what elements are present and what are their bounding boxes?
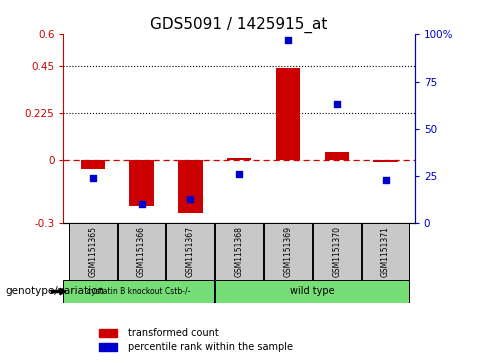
Text: percentile rank within the sample: percentile rank within the sample	[128, 342, 293, 352]
Point	[89, 175, 97, 181]
Point	[138, 201, 145, 207]
Bar	[118, 223, 165, 280]
Text: GSM1151366: GSM1151366	[137, 226, 146, 277]
Bar	[81, 160, 105, 169]
Text: GSM1151369: GSM1151369	[284, 226, 292, 277]
Point	[235, 171, 243, 177]
Bar	[215, 280, 409, 303]
Text: GSM1151368: GSM1151368	[235, 226, 244, 277]
Bar	[178, 160, 203, 213]
Bar	[166, 223, 214, 280]
Bar	[215, 223, 263, 280]
Title: GDS5091 / 1425915_at: GDS5091 / 1425915_at	[150, 17, 328, 33]
Text: GSM1151365: GSM1151365	[88, 226, 97, 277]
Bar	[129, 160, 154, 207]
Point	[284, 37, 292, 43]
Text: transformed count: transformed count	[128, 328, 218, 338]
Bar	[69, 223, 117, 280]
Bar	[362, 223, 409, 280]
Bar	[313, 223, 361, 280]
Point	[382, 177, 389, 183]
Text: wild type: wild type	[290, 286, 335, 296]
Bar	[99, 343, 117, 351]
Bar	[227, 158, 251, 160]
Bar	[325, 152, 349, 160]
Text: GSM1151371: GSM1151371	[381, 226, 390, 277]
Text: GSM1151367: GSM1151367	[186, 226, 195, 277]
Bar	[264, 223, 312, 280]
Text: GSM1151370: GSM1151370	[332, 226, 341, 277]
Point	[186, 196, 194, 201]
Bar	[99, 329, 117, 337]
Text: genotype/variation: genotype/variation	[5, 286, 104, 297]
Text: cystatin B knockout Cstb-/-: cystatin B knockout Cstb-/-	[87, 287, 190, 296]
Bar	[63, 280, 214, 303]
Bar	[373, 160, 398, 162]
Point	[333, 101, 341, 107]
Bar	[276, 68, 300, 160]
